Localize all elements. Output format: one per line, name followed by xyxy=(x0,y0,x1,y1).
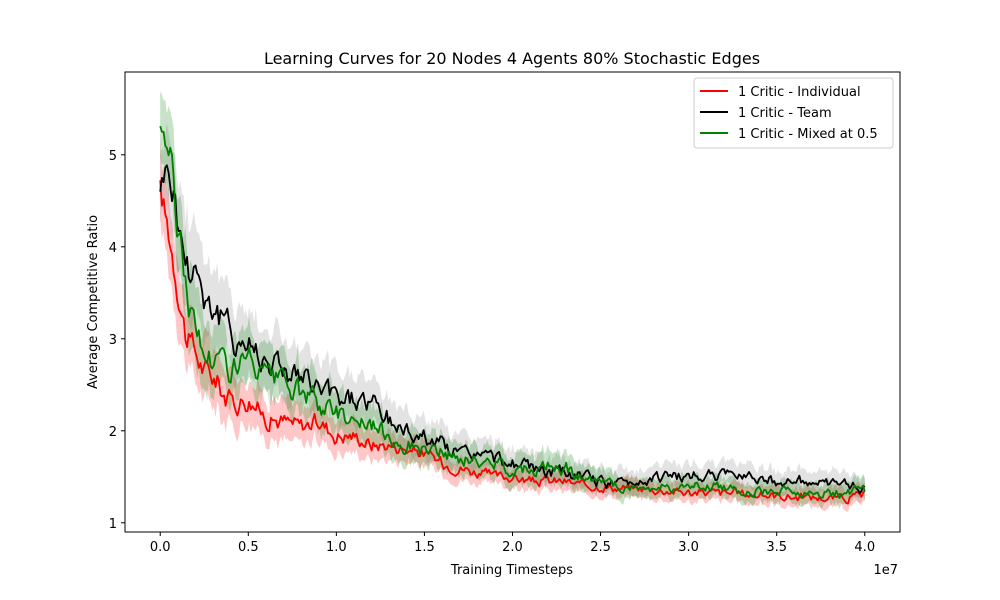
x-tick-label: 1.0 xyxy=(326,540,347,555)
y-axis-ticks: 1 2 3 4 5 xyxy=(109,149,125,532)
series-line-0 xyxy=(159,180,866,505)
legend-entry-0: 1 Critic - Individual xyxy=(738,85,861,100)
legend-box xyxy=(693,77,894,149)
legend: 1 Critic - Individual 1 Critic - Team 1 Cr… xyxy=(693,77,894,149)
x-tick-label: 2.5 xyxy=(590,540,611,555)
y-tick-label: 2 xyxy=(109,425,117,440)
series-line-2 xyxy=(159,125,866,499)
x-tick-label: 0.5 xyxy=(238,540,259,555)
series-lines xyxy=(159,125,866,505)
x-tick-label: 1.5 xyxy=(414,540,435,555)
band-2 xyxy=(160,91,865,509)
x-tick-label: 3.0 xyxy=(678,540,699,555)
x-tick-label: 4.0 xyxy=(854,540,875,555)
y-tick-label: 5 xyxy=(109,149,117,164)
y-tick-label: 1 xyxy=(109,517,117,532)
chart-title: Learning Curves for 20 Nodes 4 Agents 80… xyxy=(264,49,760,68)
y-tick-label: 3 xyxy=(109,333,117,348)
series-line-1 xyxy=(159,164,866,495)
legend-entry-2: 1 Critic - Mixed at 0.5 xyxy=(738,127,878,142)
y-tick-label: 4 xyxy=(109,241,117,256)
x-axis-offset-label: 1e7 xyxy=(873,563,898,578)
y-axis-label: Average Competitive Ratio xyxy=(86,215,101,389)
x-tick-label: 3.5 xyxy=(766,540,787,555)
legend-entry-1: 1 Critic - Team xyxy=(738,106,832,121)
x-tick-label: 0.0 xyxy=(150,540,171,555)
x-axis-ticks: 0.0 0.5 1.0 1.5 2.0 2.5 3.0 3.5 4.0 xyxy=(150,532,875,555)
x-axis-label: Training Timesteps xyxy=(450,563,573,578)
x-tick-label: 2.0 xyxy=(502,540,523,555)
